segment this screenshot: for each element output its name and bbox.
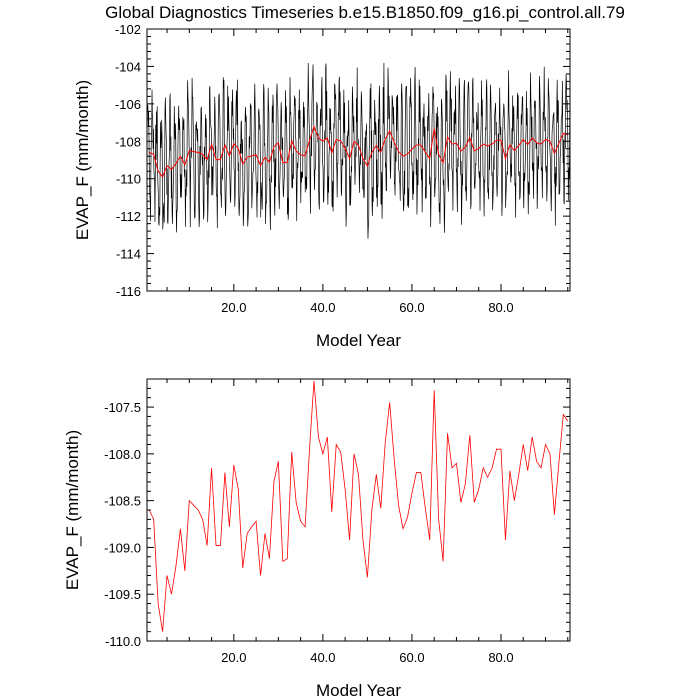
bottom-y-tick-label: -107.5: [104, 400, 141, 415]
bottom-x-tick-label: 80.0: [488, 650, 513, 665]
annual-mean-series-path-bottom: [148, 380, 569, 632]
bottom-axis-ticks: 20.0 40.0 60.0 80.0 -110.0 -109.5 -109.0 -108.5…: [104, 378, 570, 665]
bottom-x-tick-label: 40.0: [310, 650, 335, 665]
annual-mean-series-line-bottom: [148, 380, 569, 632]
bottom-y-tick-label: -108.5: [104, 494, 141, 509]
top-x-tick-label: 20.0: [221, 300, 246, 315]
bottom-y-tick-label: -109.0: [104, 540, 141, 555]
bottom-x-tick-label: 20.0: [221, 650, 246, 665]
bottom-plot-frame: [146, 378, 571, 642]
top-x-tick-label: 60.0: [399, 300, 424, 315]
bottom-y-tick-label: -110.0: [105, 634, 141, 649]
top-y-tick-label: -108: [115, 134, 141, 149]
top-y-tick-label: -112: [116, 209, 141, 224]
top-y-tick-label: -104: [115, 59, 141, 74]
monthly-series-line: [146, 62, 571, 239]
top-y-tick-label: -114: [116, 247, 141, 262]
top-y-tick-label: -102: [115, 22, 141, 37]
top-x-tick-label: 40.0: [310, 300, 335, 315]
annual-mean-series-line: [149, 125, 568, 178]
bottom-y-axis-label: EVAP_F (mm/month): [63, 430, 82, 590]
monthly-series-path: [146, 62, 571, 239]
top-y-tick-label: -106: [115, 97, 141, 112]
top-x-tick-label: 80.0: [488, 300, 513, 315]
bottom-panel: 20.0 40.0 60.0 80.0 -110.0 -109.5 -109.0 -108.5…: [63, 378, 571, 700]
top-plot-frame: [146, 28, 571, 292]
bottom-x-tick-label: 60.0: [399, 650, 424, 665]
top-panel: 20.0 40.0 60.0 80.0 -116 -114 -112 -110 -108 -106…: [73, 22, 571, 350]
bottom-y-tick-label: -109.5: [104, 587, 141, 602]
bottom-x-axis-label: Model Year: [316, 681, 401, 700]
annual-mean-series-path: [149, 125, 568, 178]
top-y-axis-label: EVAP_F (mm/month): [73, 80, 92, 240]
top-y-tick-label: -116: [116, 284, 141, 299]
top-x-axis-label: Model Year: [316, 331, 401, 350]
chart-title: Global Diagnostics Timeseries b.e15.B185…: [105, 3, 625, 22]
top-axis-ticks: 20.0 40.0 60.0 80.0 -116 -114 -112 -110 -108 -106…: [115, 22, 570, 315]
bottom-y-tick-label: -108.0: [104, 447, 141, 462]
top-y-tick-label: -110: [116, 172, 141, 187]
